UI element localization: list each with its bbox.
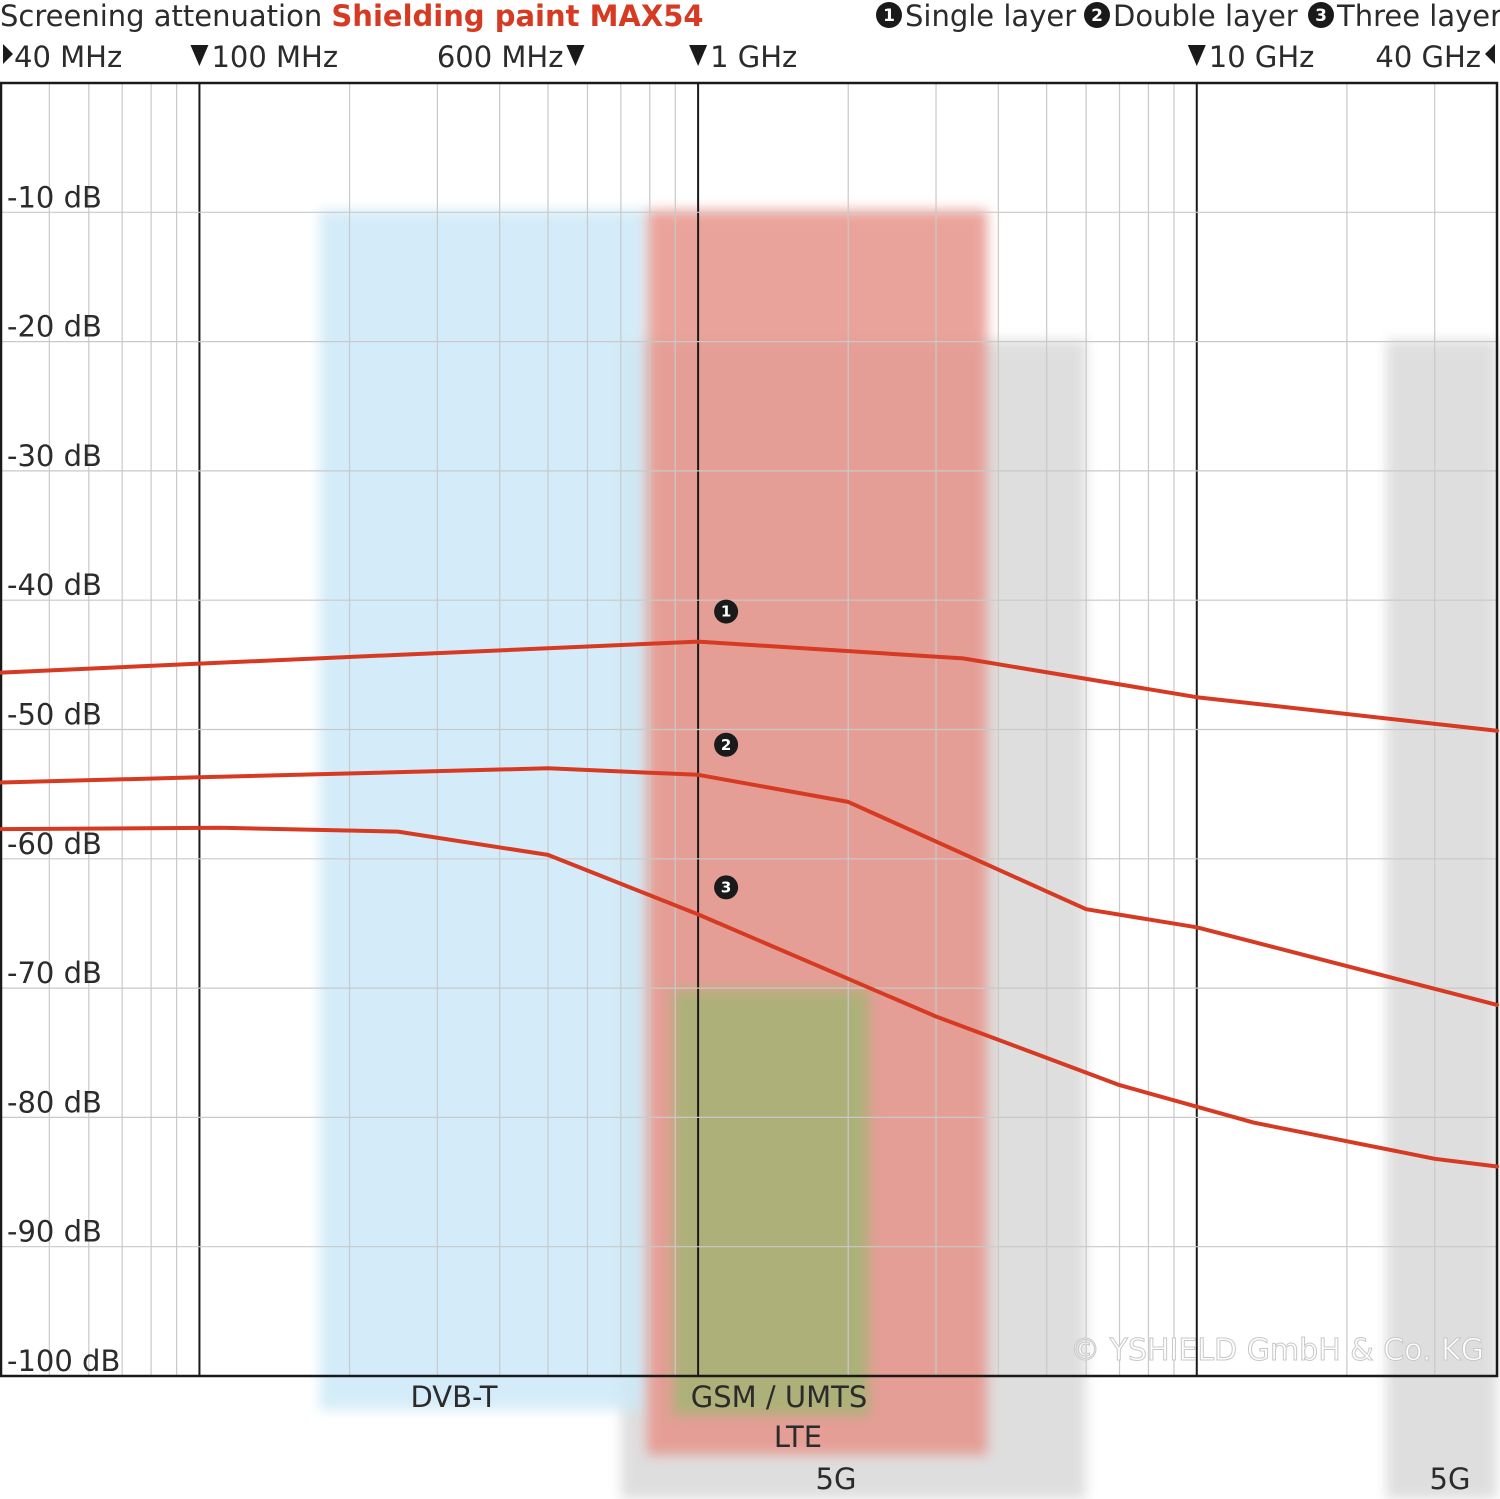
freq-label: 40 MHz [14,40,122,74]
band-label: 5G [1430,1462,1471,1496]
series-2-line [0,766,1499,1007]
band-dvb-t [319,210,648,1410]
copyright-watermark: © YSHIELD GmbH & Co. KG [1070,1333,1484,1368]
y-tick-label: -60 dB [7,827,102,861]
y-tick-label: -10 dB [7,180,102,214]
band-5g [1386,340,1497,1499]
series-2-number: 2 [721,736,731,754]
y-tick-label: -20 dB [7,310,102,344]
series-1-line [0,639,1499,733]
legend-number: 2 [1091,6,1103,26]
legend-label: Double layer [1113,0,1298,33]
marker-arrow [566,45,585,66]
y-tick-label: -50 dB [7,698,102,732]
series-1-badge [714,599,739,624]
freq-label: 600 MHz [437,40,564,74]
series-1-number: 1 [721,603,731,621]
marker-arrow [3,44,13,64]
series-3-line [0,825,1499,1169]
freq-label: 100 MHz [211,40,338,74]
y-tick-label: -30 dB [7,439,102,473]
y-tick-label: -100 dB [7,1344,120,1378]
y-tick-label: -40 dB [7,568,102,602]
band-gsm-umts [672,990,869,1415]
band-label: GSM / UMTS [691,1380,867,1414]
band-label: DVB-T [410,1380,497,1414]
freq-label: 40 GHz [1375,40,1481,74]
legend-number: 1 [883,6,895,26]
series-3-badge [714,875,739,900]
title-prefix: Screening attenuation [0,0,331,33]
marker-arrow [689,45,708,66]
y-tick-label: -90 dB [7,1215,102,1249]
series-2-badge [714,732,739,757]
series-markers: 1 2 3 [714,599,739,900]
marker-arrow [190,45,209,66]
y-tick-label: -80 dB [7,1085,102,1119]
plot-grid [0,81,1499,1378]
legend-badge [876,2,902,28]
legend-badge [1308,2,1334,28]
legend: 1 Single layer 2 Double layer 3 Three layer [876,0,1500,33]
series-3-number: 3 [721,878,731,896]
band-labels: DVB-T GSM / UMTS LTE 5G 5G [410,1380,1470,1496]
band-label: LTE [774,1420,822,1454]
legend-number: 3 [1315,6,1327,26]
freq-label: 10 GHz [1209,40,1315,74]
title-highlight: Shielding paint MAX54 [331,0,703,33]
frequency-bands [319,210,1497,1499]
marker-arrow [1187,45,1206,66]
marker-arrow [1485,44,1495,64]
freq-label: 1 GHz [710,40,797,74]
legend-badge [1084,2,1110,28]
y-tick-label: -70 dB [7,956,102,990]
legend-label: Single layer [905,0,1076,33]
frequency-markers: 40 MHz 100 MHz 600 MHz 1 GHz 10 GHz 40 GHz [3,40,1495,74]
chart-title: Screening attenuation Shielding paint MA… [0,0,704,33]
legend-label: Three layer [1336,0,1500,33]
y-axis-labels: -10 dB -20 dB -30 dB -40 dB -50 dB -60 dB -70 … [7,180,120,1378]
band-label: 5G [816,1462,857,1496]
series-lines [0,639,1499,1169]
